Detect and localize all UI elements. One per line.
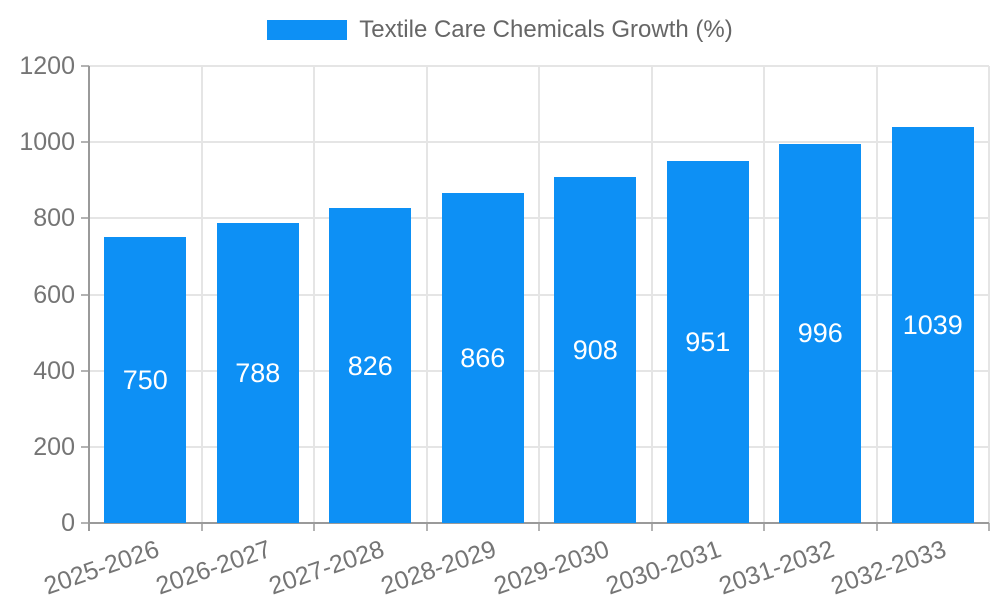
legend-color-swatch (267, 20, 348, 40)
y-axis-tick-mark (81, 293, 89, 296)
x-gridline (875, 66, 878, 523)
legend-item[interactable]: Textile Care Chemicals Growth (%) (267, 16, 733, 44)
y-axis-tick-mark (81, 65, 89, 67)
bar-value-label: 951 (685, 326, 731, 357)
bar-value-label: 908 (572, 335, 618, 366)
y-axis-tick-mark (81, 141, 89, 144)
x-axis-tick-mark (538, 523, 540, 531)
x-gridline (650, 66, 653, 523)
x-gridline (200, 66, 203, 523)
bar (666, 160, 749, 523)
x-axis-tick-mark (650, 523, 653, 531)
y-axis-tick-label: 200 (33, 432, 75, 461)
y-axis-tick-mark (81, 522, 89, 524)
chart-legend: Textile Care Chemicals Growth (%) (0, 16, 1000, 44)
bar-value-label: 1039 (902, 310, 963, 341)
x-axis-tick-label: 2032-2033 (827, 535, 950, 600)
bar (329, 208, 412, 523)
y-axis-tick-label: 0 (61, 509, 75, 537)
y-axis-tick-label: 800 (33, 204, 75, 233)
x-axis-tick-label: 2030-2031 (602, 535, 725, 600)
x-axis-tick-mark (988, 523, 990, 531)
x-axis-tick-label: 2028-2029 (377, 535, 500, 600)
y-axis-tick-mark (81, 369, 89, 372)
x-axis-tick-label: 2029-2030 (490, 535, 613, 600)
bar-value-label: 866 (460, 343, 506, 374)
x-axis-tick-label: 2027-2028 (265, 535, 388, 600)
x-gridline (988, 66, 990, 523)
x-axis-tick-mark (425, 523, 428, 531)
x-axis-tick-label: 2026-2027 (152, 535, 275, 600)
bar-value-label: 996 (797, 318, 843, 349)
x-axis-tick-mark (763, 523, 765, 531)
bar (779, 143, 862, 523)
bar-value-label: 750 (122, 365, 168, 396)
y-axis-tick-label: 400 (33, 356, 75, 385)
x-gridline (538, 66, 540, 523)
bar (891, 127, 974, 523)
x-axis-tick-label: 2031-2032 (715, 535, 838, 600)
x-axis-tick-label: 2025-2026 (40, 535, 163, 600)
x-gridline (763, 66, 765, 523)
x-axis-tick-mark (200, 523, 203, 531)
bar (554, 177, 637, 523)
bar (441, 193, 524, 523)
y-axis-line (88, 66, 90, 531)
bar-value-label: 826 (347, 350, 393, 381)
y-axis-tick-mark (81, 217, 89, 220)
bar (104, 237, 187, 523)
y-axis-tick-label: 1200 (19, 52, 75, 80)
x-axis-tick-mark (313, 523, 315, 531)
x-axis-line (89, 522, 989, 524)
legend-series-label: Textile Care Chemicals Growth (%) (359, 16, 733, 43)
bar-value-label: 788 (235, 357, 281, 388)
x-gridline (313, 66, 315, 523)
y-axis-tick-mark (81, 445, 89, 448)
y-axis-tick-label: 1000 (19, 128, 75, 157)
x-gridline (425, 66, 428, 523)
bar (216, 222, 299, 523)
y-axis-tick-label: 600 (33, 280, 75, 309)
x-axis-tick-mark (875, 523, 878, 531)
